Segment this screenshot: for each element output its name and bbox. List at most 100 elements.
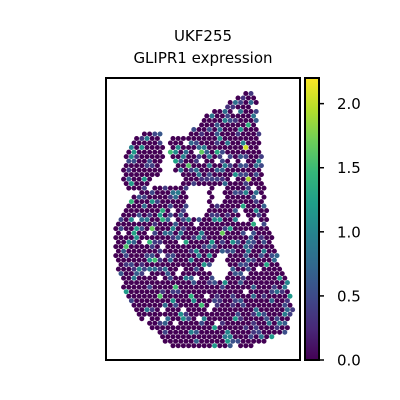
- spot: [144, 298, 150, 304]
- spot: [126, 248, 132, 254]
- spot: [222, 343, 228, 349]
- spot: [175, 217, 181, 223]
- spot: [232, 235, 238, 241]
- spot: [173, 194, 179, 200]
- spot: [225, 320, 231, 326]
- spot: [204, 221, 210, 227]
- spot: [282, 329, 288, 335]
- spot: [230, 194, 236, 200]
- spot: [188, 131, 194, 137]
- spot: [126, 221, 132, 227]
- spot: [219, 311, 225, 317]
- spot: [191, 145, 197, 150]
- spot: [227, 199, 233, 205]
- spot: [160, 325, 166, 331]
- spot: [217, 172, 223, 178]
- spot: [256, 149, 262, 155]
- spot: [123, 289, 129, 295]
- spot: [269, 253, 275, 259]
- spot: [157, 284, 163, 290]
- spot: [256, 203, 262, 209]
- spot: [170, 334, 176, 340]
- spot: [141, 248, 147, 254]
- spot: [165, 298, 171, 304]
- spot: [191, 181, 197, 187]
- spot: [274, 289, 280, 295]
- spot: [178, 284, 184, 290]
- spot: [227, 235, 233, 241]
- spot: [149, 163, 155, 169]
- spot: [186, 307, 192, 313]
- spot: [196, 271, 202, 277]
- spot: [154, 325, 160, 331]
- spot: [248, 127, 254, 132]
- spot: [175, 343, 181, 349]
- spot: [199, 239, 205, 245]
- spot: [245, 311, 251, 317]
- spot: [214, 230, 220, 236]
- spot: [225, 284, 231, 290]
- spot: [251, 266, 257, 272]
- spot: [165, 316, 171, 322]
- spot: [191, 163, 197, 169]
- spot: [141, 176, 147, 182]
- spot: [206, 298, 212, 304]
- spot: [134, 271, 140, 277]
- spot: [235, 257, 241, 263]
- spot: [199, 338, 205, 344]
- spot: [264, 325, 270, 331]
- spot: [131, 212, 137, 218]
- spot: [253, 253, 259, 259]
- spot: [126, 176, 132, 182]
- spot: [251, 257, 257, 263]
- spot: [162, 329, 168, 335]
- spot: [157, 311, 163, 317]
- spot: [219, 113, 225, 119]
- spot: [251, 338, 257, 344]
- spot: [243, 316, 249, 322]
- spot: [160, 199, 166, 205]
- spot: [196, 235, 202, 241]
- spot: [188, 167, 194, 173]
- spot: [193, 266, 199, 272]
- spot: [201, 343, 207, 349]
- spot: [225, 230, 231, 236]
- spot: [154, 307, 160, 313]
- spot: [222, 181, 228, 187]
- spot: [274, 262, 280, 268]
- spot: [238, 145, 244, 150]
- spot: [154, 154, 160, 160]
- spot: [214, 113, 220, 119]
- spot: [266, 284, 272, 290]
- spot: [248, 343, 254, 349]
- spot: [279, 289, 285, 295]
- spot: [167, 338, 173, 344]
- spot: [225, 221, 231, 227]
- spot: [147, 302, 153, 308]
- spot: [139, 163, 145, 169]
- spot: [206, 127, 212, 132]
- spot: [175, 226, 181, 232]
- spot: [152, 293, 158, 299]
- spot: [225, 158, 231, 164]
- spot: [248, 307, 254, 313]
- spot: [199, 140, 205, 146]
- spot: [232, 325, 238, 331]
- spot: [170, 253, 176, 259]
- spot: [212, 208, 218, 214]
- spot: [157, 266, 163, 272]
- spot: [178, 311, 184, 317]
- spot: [282, 284, 288, 290]
- spot: [191, 235, 197, 241]
- spot: [139, 262, 145, 268]
- spot: [284, 307, 290, 313]
- spot: [128, 163, 134, 169]
- spot: [248, 145, 254, 150]
- spot: [240, 221, 246, 227]
- spot: [170, 154, 176, 160]
- spot: [217, 136, 223, 141]
- spot: [196, 163, 202, 169]
- spot: [206, 172, 212, 178]
- spot: [206, 208, 212, 214]
